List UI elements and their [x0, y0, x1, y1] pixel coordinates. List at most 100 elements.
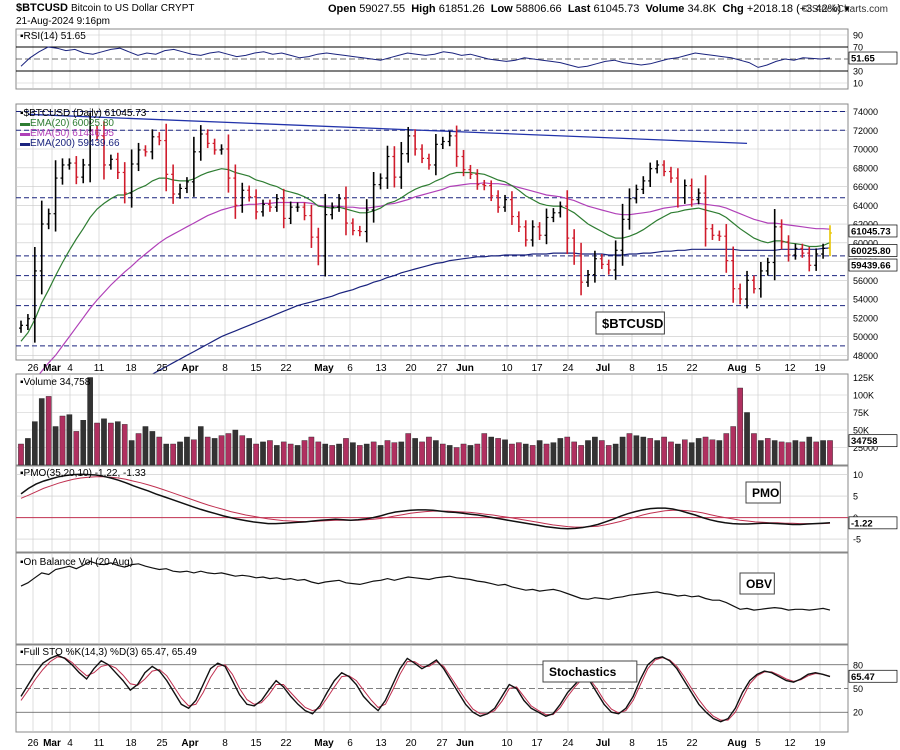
- rsi-tick-label: 10: [853, 79, 863, 89]
- volume-bar: [322, 443, 329, 466]
- price-tick-label: 54000: [853, 295, 878, 305]
- x-axis-label: 22: [280, 363, 292, 374]
- volume-bar: [626, 433, 633, 466]
- obv-legend: ▪On Balance Vol (20 Aug): [20, 557, 133, 568]
- volume-bar: [446, 445, 453, 466]
- sto-k-line: [20, 654, 831, 723]
- high-value: 61851.26: [438, 3, 485, 15]
- x-axis-label-bottom: 10: [501, 738, 513, 749]
- volume-bar: [495, 438, 501, 466]
- volume-bar: [758, 440, 764, 466]
- x-axis-label-bottom: 18: [125, 738, 137, 749]
- volume-bar: [543, 443, 550, 466]
- rsi-line: [20, 46, 831, 68]
- pmo-legend: ▪PMO(35,20,10) -1.22, -1.33: [20, 468, 146, 479]
- x-axis-label-bottom: 24: [562, 738, 574, 749]
- volume-bar: [633, 435, 640, 466]
- volume-bar: [688, 442, 695, 466]
- volume-bar: [592, 436, 598, 466]
- x-axis-label: 10: [501, 363, 513, 374]
- volume-bar: [433, 440, 439, 466]
- x-axis-label: 18: [125, 363, 137, 374]
- volume-bar: [308, 436, 315, 466]
- volume-bar: [509, 443, 515, 466]
- volume-bar: [571, 441, 577, 466]
- x-axis-label: Aug: [727, 363, 746, 374]
- volume-bar: [108, 422, 114, 466]
- dropdown-arrow-icon[interactable]: ▾: [844, 3, 850, 15]
- volume-bar: [564, 436, 571, 466]
- last-price-tag-box: [848, 224, 898, 238]
- volume-bar: [426, 436, 432, 466]
- x-axis-label: 13: [375, 363, 387, 374]
- obv-panel-title: OBV: [746, 577, 772, 591]
- rsi-value-tag: 51.65: [851, 54, 875, 65]
- volume-bar: [343, 438, 349, 466]
- volume-label: Volume: [645, 3, 685, 15]
- volume-bar: [467, 445, 474, 466]
- volume-bar: [301, 440, 308, 466]
- x-axis-label-bottom: 26: [27, 738, 39, 749]
- price-legend-ema20: ▬EMA(20) 60025.80: [20, 118, 114, 129]
- volume-bar: [557, 438, 564, 466]
- open-label: Open: [328, 3, 357, 15]
- open-value: 59027.55: [359, 3, 406, 15]
- volume-bar: [177, 441, 183, 466]
- pmo-line: [20, 473, 831, 530]
- exchange: CRYPT: [160, 3, 195, 14]
- volume-bar: [204, 436, 211, 466]
- price-legend-symbol: ▪$BTCUSD (Daily) 61045.73: [20, 108, 147, 119]
- x-axis-label: 11: [94, 363, 105, 374]
- volume-bar: [115, 421, 121, 466]
- trendline: [27, 113, 748, 145]
- volume-bar: [66, 414, 73, 466]
- volume-bar: [280, 441, 287, 466]
- volume-bar: [128, 440, 135, 466]
- price-tick-label: 68000: [853, 163, 878, 173]
- volume-bar: [474, 443, 481, 466]
- x-axis-label: 15: [250, 363, 262, 374]
- price-legend-ema50: ▬EMA(50) 61446.95: [20, 128, 114, 139]
- x-axis-label-bottom: 20: [405, 738, 417, 749]
- volume-tick-label: 100K: [853, 391, 874, 401]
- x-axis-label: 25: [156, 363, 168, 374]
- x-axis-label-bottom: 8: [629, 738, 635, 749]
- price-tick-label: 72000: [853, 126, 878, 136]
- price-tick-label: 52000: [853, 313, 878, 323]
- x-axis-label-bottom: Jun: [456, 738, 474, 749]
- volume-bar: [218, 435, 225, 466]
- volume-bar: [80, 420, 87, 466]
- volume-bar: [439, 443, 446, 466]
- x-axis-label: Jul: [596, 363, 611, 374]
- volume-bar: [599, 440, 605, 466]
- volume-bar: [536, 440, 543, 466]
- price-tick-label: 70000: [853, 145, 878, 155]
- volume-bar: [246, 438, 252, 466]
- volume-bar: [522, 443, 529, 466]
- low-value: 58806.66: [515, 3, 562, 15]
- x-axis-label: Mar: [43, 363, 61, 374]
- x-axis-label: 19: [814, 363, 826, 374]
- ema20-price-tag: 60025.80: [851, 246, 891, 257]
- volume-tick-label: 125K: [853, 373, 874, 383]
- rsi-tick-label: 70: [853, 43, 863, 53]
- volume-bar: [529, 445, 536, 466]
- volume-bar: [647, 438, 654, 466]
- volume-bar: [764, 438, 771, 466]
- price-tick-label: 56000: [853, 276, 878, 286]
- x-axis-label-bottom: 12: [784, 738, 796, 749]
- volume-bar: [771, 440, 778, 466]
- pmo-tick-label: 10: [853, 470, 863, 480]
- volume-bar: [778, 441, 785, 466]
- chart-date: 21-Aug-2024 9:16pm: [16, 16, 110, 27]
- x-axis-label: May: [314, 363, 334, 374]
- x-axis-label: 5: [755, 363, 761, 374]
- price-legend-ema200: ▬EMA(200) 59439.66: [20, 138, 120, 149]
- sto-panel-title-box: [542, 660, 638, 683]
- x-axis-label: 12: [784, 363, 796, 374]
- volume-bar: [260, 441, 266, 466]
- volume-bar: [225, 433, 232, 466]
- volume-bar: [287, 443, 294, 466]
- rsi-value-tag-box: [848, 51, 898, 65]
